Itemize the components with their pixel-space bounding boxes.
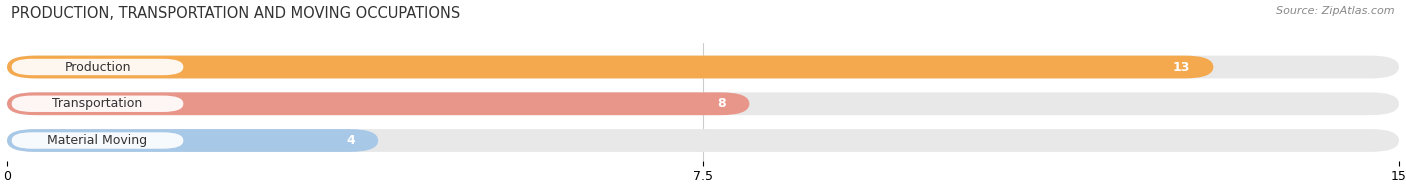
FancyBboxPatch shape — [7, 129, 1399, 152]
FancyBboxPatch shape — [7, 92, 749, 115]
Text: Source: ZipAtlas.com: Source: ZipAtlas.com — [1277, 6, 1395, 16]
Text: Transportation: Transportation — [52, 97, 142, 110]
FancyBboxPatch shape — [7, 56, 1213, 78]
FancyBboxPatch shape — [7, 56, 1399, 78]
FancyBboxPatch shape — [11, 96, 183, 112]
Text: PRODUCTION, TRANSPORTATION AND MOVING OCCUPATIONS: PRODUCTION, TRANSPORTATION AND MOVING OC… — [11, 6, 461, 21]
Text: Material Moving: Material Moving — [48, 134, 148, 147]
FancyBboxPatch shape — [11, 132, 183, 149]
Text: 4: 4 — [346, 134, 354, 147]
Text: Production: Production — [65, 61, 131, 74]
FancyBboxPatch shape — [7, 92, 1399, 115]
Text: 13: 13 — [1173, 61, 1191, 74]
Text: 8: 8 — [717, 97, 727, 110]
FancyBboxPatch shape — [11, 59, 183, 75]
FancyBboxPatch shape — [7, 129, 378, 152]
